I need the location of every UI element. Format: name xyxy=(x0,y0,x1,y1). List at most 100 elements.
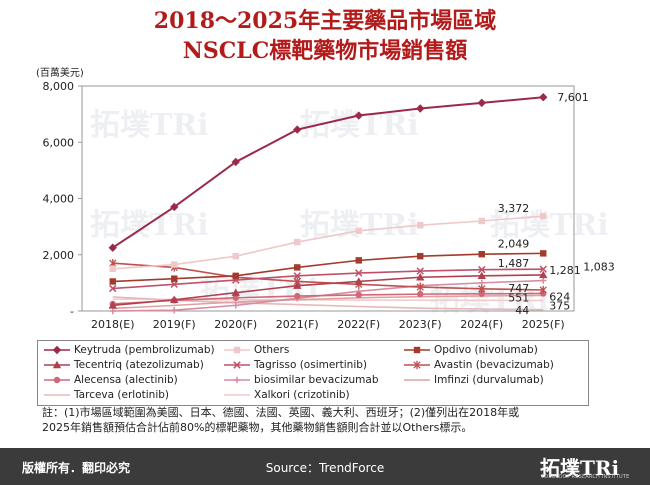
series-line xyxy=(112,96,544,249)
legend-swatch xyxy=(224,394,250,396)
series-line xyxy=(112,252,544,283)
legend-label: Others xyxy=(254,344,290,356)
data-point xyxy=(355,257,362,264)
data-point xyxy=(477,98,486,108)
legend-label: Avastin (bevacizumab) xyxy=(434,359,554,371)
footer-bar: 版權所有．翻印必究 Source：TrendForce 拓墣TRi TOPOLO… xyxy=(0,448,650,485)
y-tick-label: - xyxy=(70,305,74,318)
legend-label: biosimilar bevacizumab xyxy=(254,374,379,386)
data-point xyxy=(109,278,116,285)
legend-swatch-marker xyxy=(233,346,241,354)
data-point xyxy=(478,250,485,258)
legend-item: Others xyxy=(224,343,404,357)
end-value-label: 44 xyxy=(515,304,529,317)
data-point xyxy=(540,250,547,257)
series-2 xyxy=(109,212,547,273)
data-point xyxy=(417,252,424,260)
data-point xyxy=(294,264,301,271)
data-point xyxy=(231,288,240,296)
legend-item: Avastin (bevacizumab) xyxy=(404,358,584,372)
data-point xyxy=(232,294,239,301)
y-tick-label: 6,000 xyxy=(43,136,75,149)
data-point xyxy=(416,104,425,113)
legend-label: Tagrisso (osimertinib) xyxy=(254,359,367,371)
data-point xyxy=(416,273,425,281)
tri-logo-subtitle: TOPOLOGY RESEARCH INSTITUTE xyxy=(541,474,630,480)
legend-swatch-marker xyxy=(52,360,62,369)
legend-item: Alecensa (alectinib) xyxy=(44,373,224,387)
series-line xyxy=(112,294,544,310)
series-line xyxy=(112,296,544,311)
legend-label: Alecensa (alectinib) xyxy=(74,374,178,386)
x-tick-label: 2021(F) xyxy=(276,318,319,331)
data-point xyxy=(539,93,548,102)
legend-swatch-marker xyxy=(53,376,61,384)
data-point xyxy=(416,282,424,292)
data-point xyxy=(109,307,116,315)
legend-swatch xyxy=(224,346,250,354)
legend-label: Tecentriq (atezolizumab) xyxy=(74,359,204,371)
footnote: 註：(1)市場區域範圍為美國、日本、德國、法國、英國、義大利、西班牙；(2)僅列… xyxy=(42,405,622,435)
end-value-label: 747 xyxy=(508,282,529,295)
series-5 xyxy=(109,265,547,293)
data-point xyxy=(416,267,424,275)
data-point xyxy=(354,277,363,285)
legend-label: Xalkori (crizotinib) xyxy=(254,389,350,401)
legend-swatch xyxy=(224,361,250,369)
data-point xyxy=(478,284,486,293)
data-point xyxy=(354,111,363,120)
source-text: Source：TrendForce xyxy=(265,461,385,475)
legend-swatch xyxy=(44,376,70,384)
data-point xyxy=(478,265,486,274)
data-point xyxy=(109,284,117,293)
data-point xyxy=(232,272,239,280)
y-tick-label: 8,000 xyxy=(43,80,75,93)
x-tick-label: 2022(F) xyxy=(337,318,380,331)
watermark-1: 拓墣TRi xyxy=(90,108,209,143)
data-point xyxy=(294,292,301,300)
legend-item: Tecentriq (atezolizumab) xyxy=(44,358,224,372)
series-line xyxy=(112,268,544,290)
data-point xyxy=(293,272,301,280)
x-tick-label: 2024(F) xyxy=(460,318,503,331)
legend-swatch-marker xyxy=(413,360,421,370)
data-point xyxy=(171,306,178,314)
end-value-label: 2,049 xyxy=(498,237,530,250)
series-line xyxy=(112,292,544,305)
data-point xyxy=(171,261,178,268)
footnote-line2: 2025年銷售額預估合計佔前80%的標靶藥物，其他藥物銷售額則合計並以Other… xyxy=(42,421,473,434)
legend-swatch-marker xyxy=(52,345,62,355)
legend-item: Tagrisso (osimertinib) xyxy=(224,358,404,372)
legend-swatch xyxy=(404,379,430,381)
data-point xyxy=(539,265,547,273)
y-tick-label: 4,000 xyxy=(43,193,75,206)
end-value-label: 7,601 xyxy=(557,91,589,104)
series-line xyxy=(112,274,544,307)
data-point xyxy=(540,212,547,220)
series-10 xyxy=(112,296,544,311)
end-value-label: 375 xyxy=(549,299,570,312)
data-point xyxy=(170,202,179,212)
tri-logo: 拓墣TRi xyxy=(540,456,620,480)
legend-swatch xyxy=(224,376,250,384)
data-point xyxy=(108,243,117,252)
legend-item: Imfinzi (durvalumab) xyxy=(404,373,584,387)
data-point xyxy=(294,238,301,246)
end-value-label: 624 xyxy=(549,290,570,303)
y-axis-unit: (百萬美元) xyxy=(36,68,84,79)
copyright-text: 版權所有．翻印必究 xyxy=(22,461,131,475)
plot-area-border xyxy=(81,85,575,312)
legend-item: Keytruda (pembrolizumab) xyxy=(44,343,224,357)
x-tick-label: 2020(F) xyxy=(214,318,257,331)
end-value-label: 551 xyxy=(508,292,529,305)
legend-swatch-marker xyxy=(233,376,241,384)
series-9 xyxy=(112,294,544,310)
data-point xyxy=(539,270,548,279)
end-value-label: 1,487 xyxy=(498,257,530,270)
legend-item: Opdivo (nivolumab) xyxy=(404,343,584,357)
data-point xyxy=(232,252,239,260)
data-point xyxy=(109,265,116,273)
watermark-3: 拓墣TRi xyxy=(90,208,209,243)
chart-title-line1: 2018～2025年主要藥品市場區域 xyxy=(153,8,497,34)
data-point xyxy=(417,290,424,298)
